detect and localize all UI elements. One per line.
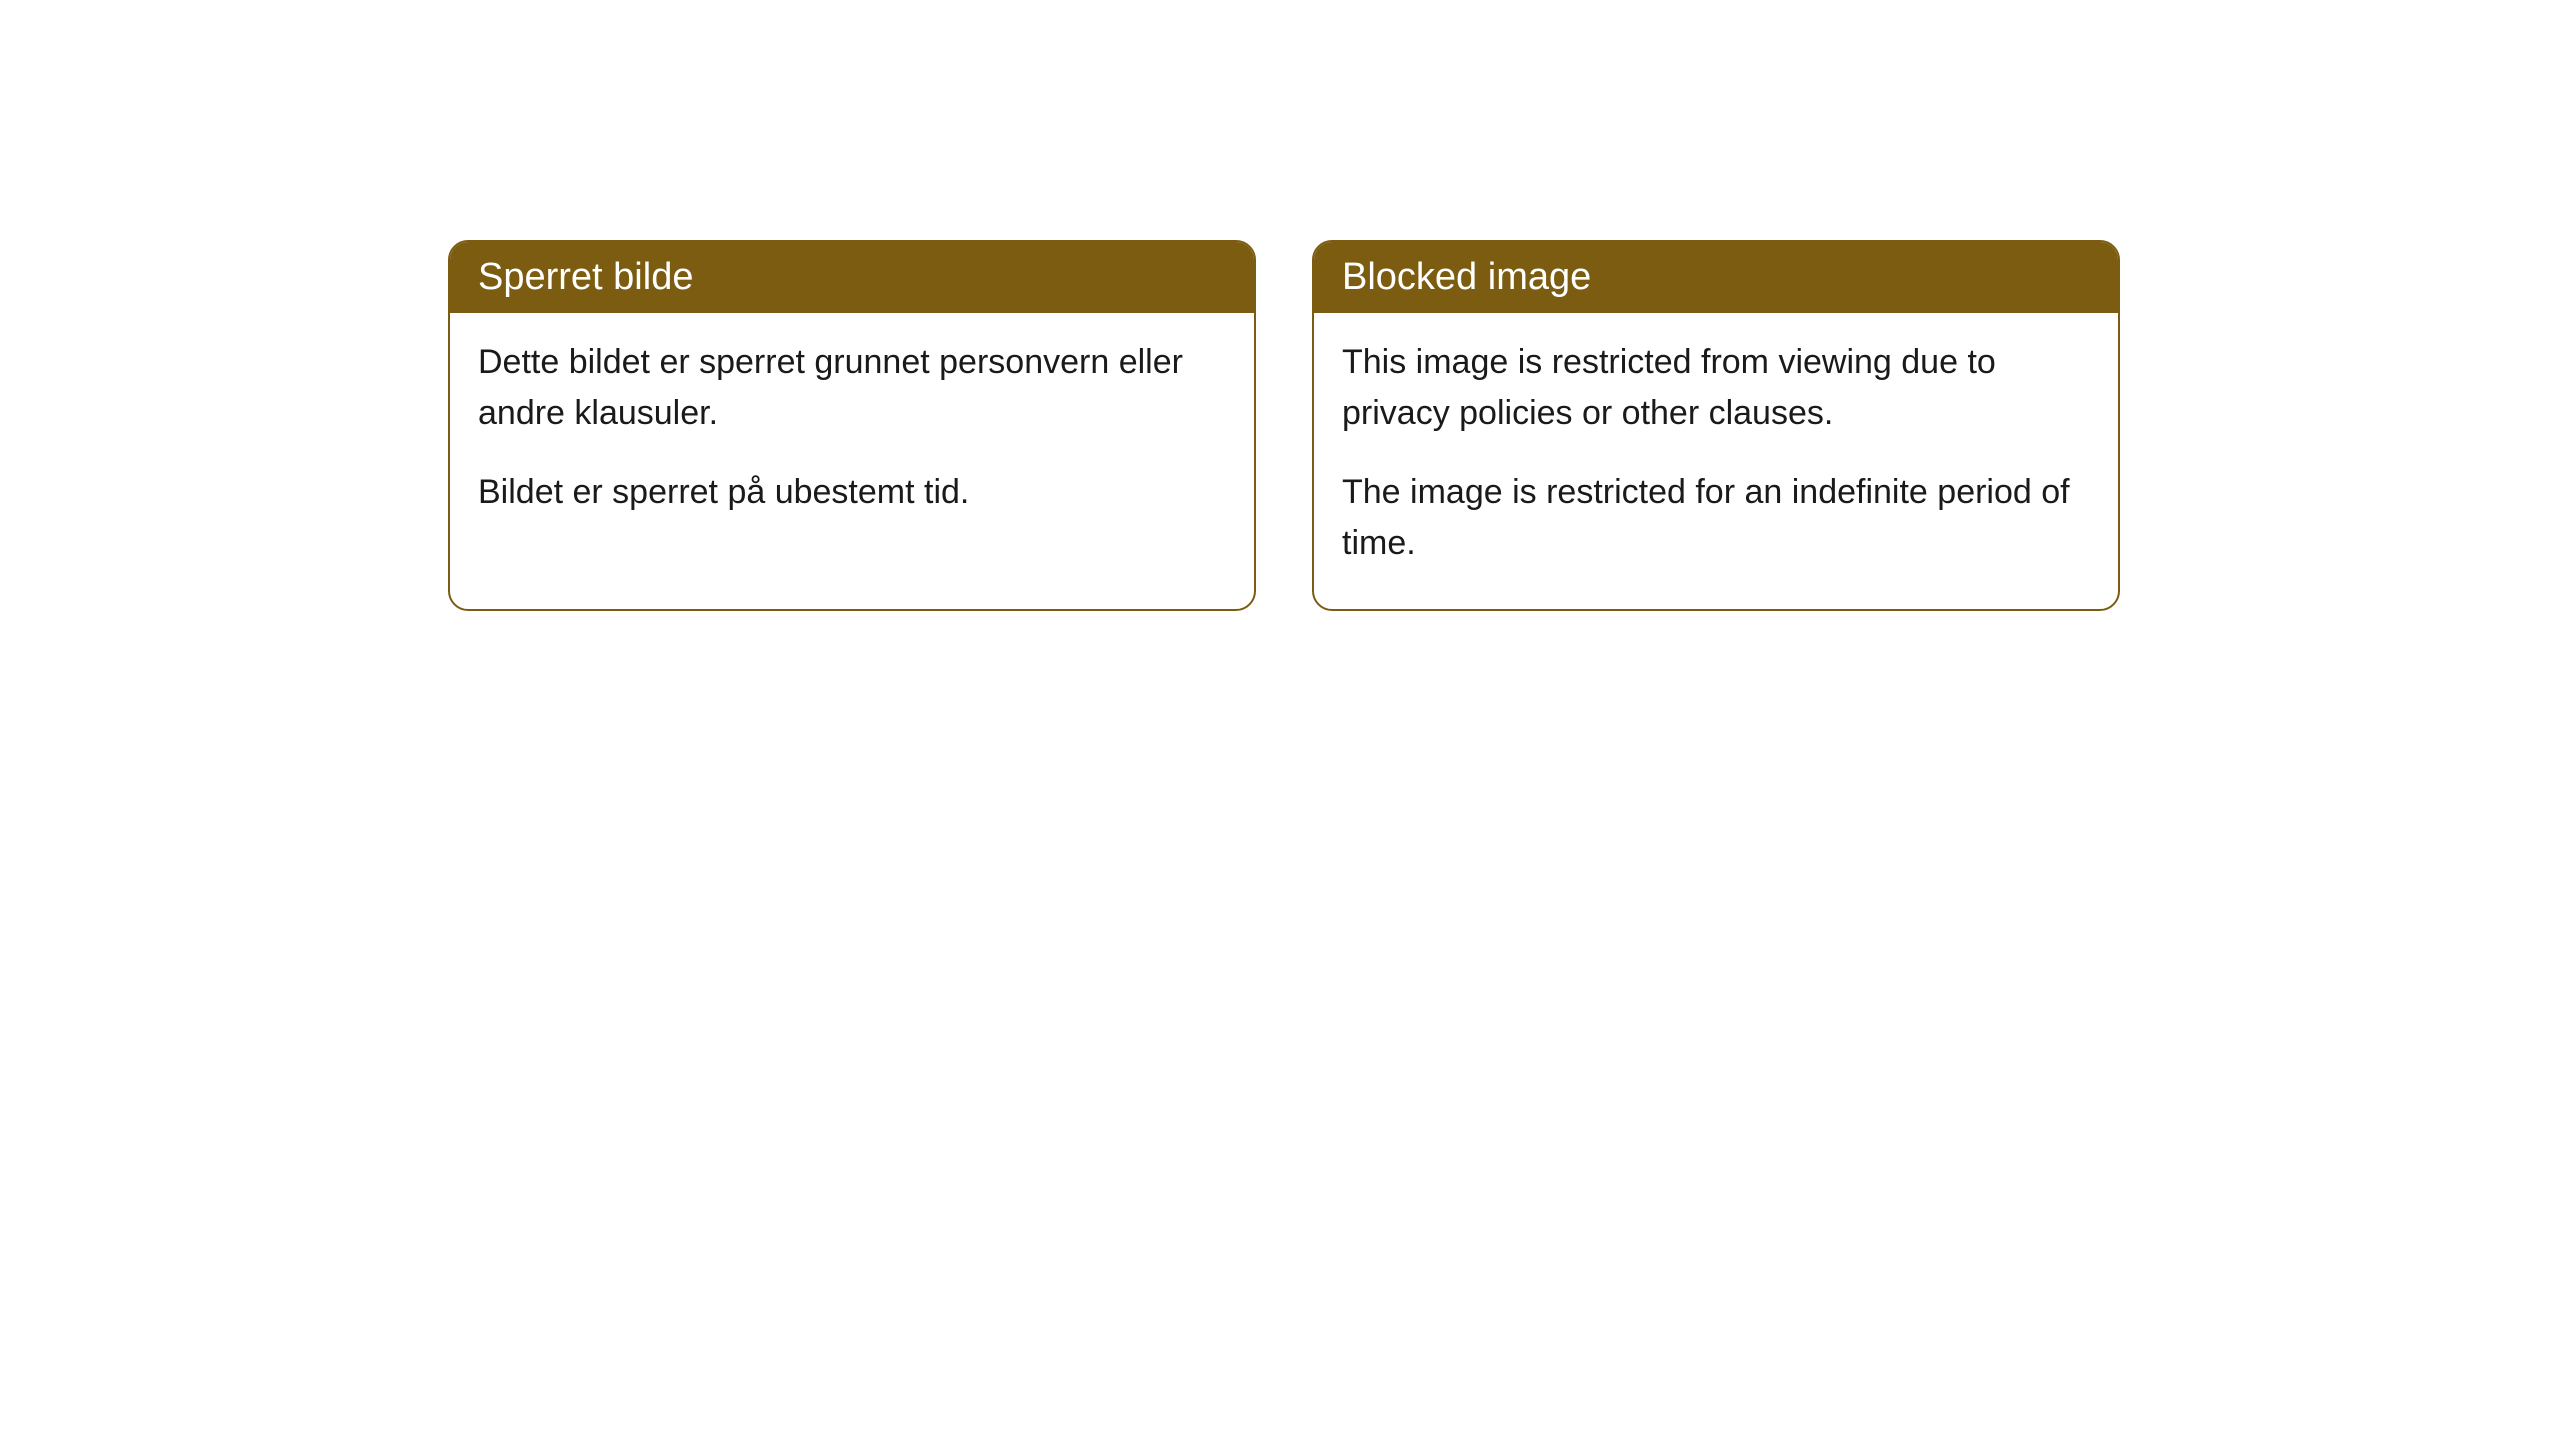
notice-body: This image is restricted from viewing du…	[1314, 313, 2118, 609]
notice-header: Sperret bilde	[450, 242, 1254, 313]
notice-card-norwegian: Sperret bilde Dette bildet er sperret gr…	[448, 240, 1256, 611]
notice-text-1: Dette bildet er sperret grunnet personve…	[478, 337, 1226, 439]
notice-header: Blocked image	[1314, 242, 2118, 313]
notice-text-2: Bildet er sperret på ubestemt tid.	[478, 467, 1226, 518]
notice-body: Dette bildet er sperret grunnet personve…	[450, 313, 1254, 558]
notice-text-2: The image is restricted for an indefinit…	[1342, 467, 2090, 569]
notice-card-english: Blocked image This image is restricted f…	[1312, 240, 2120, 611]
notice-text-1: This image is restricted from viewing du…	[1342, 337, 2090, 439]
notice-container: Sperret bilde Dette bildet er sperret gr…	[448, 240, 2120, 611]
